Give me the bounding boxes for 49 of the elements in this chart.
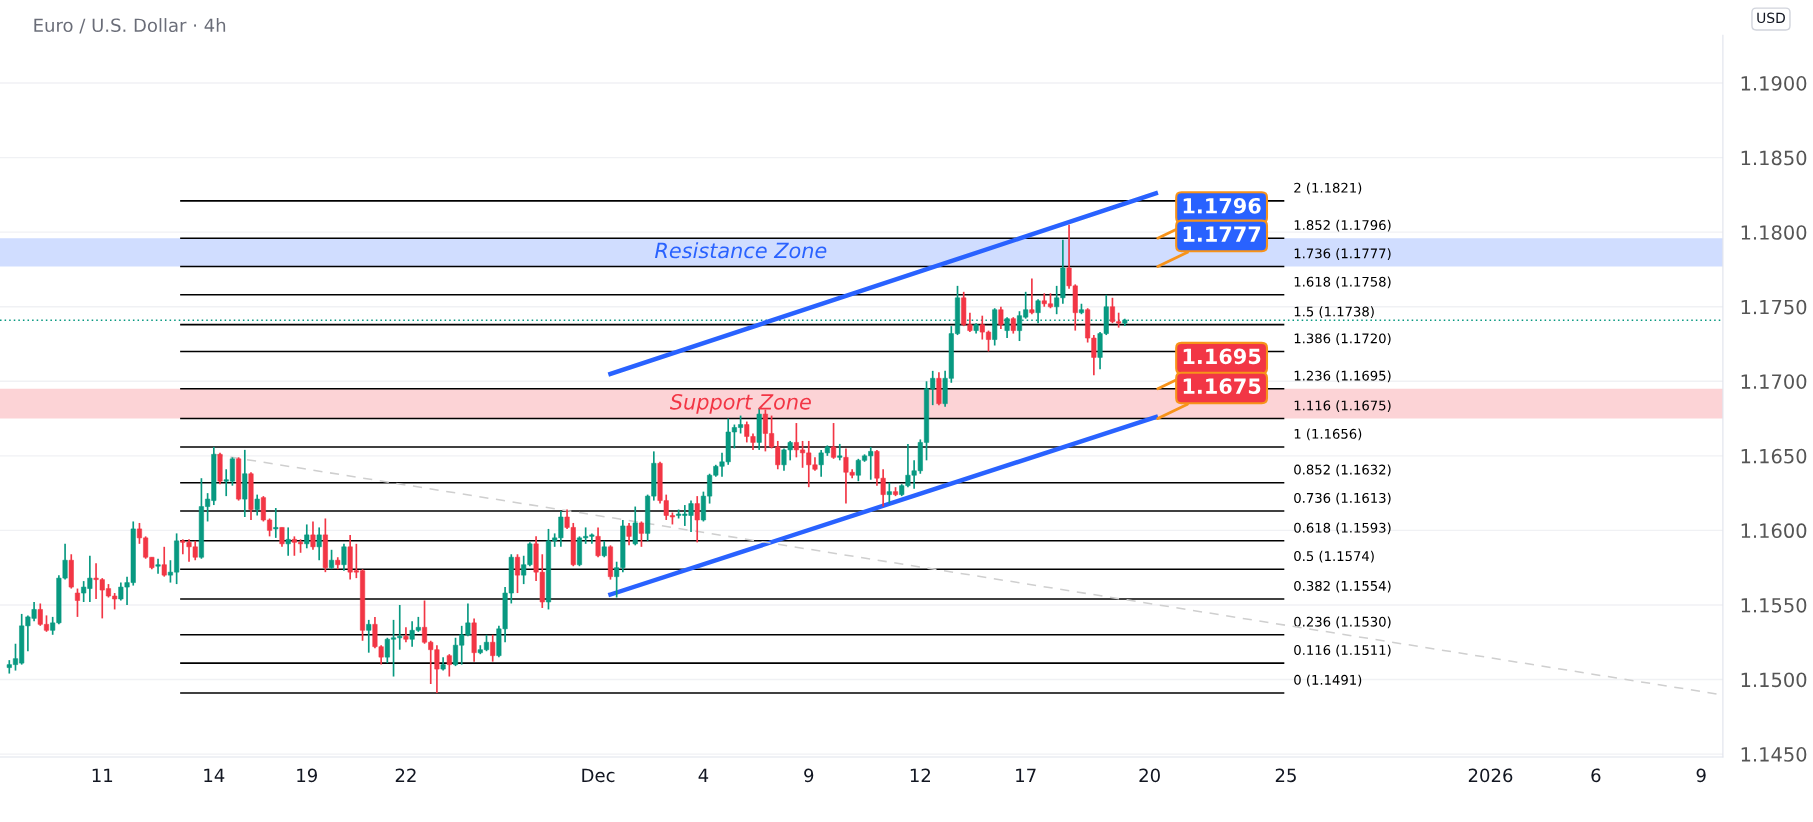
x-tick-label: 17 bbox=[1016, 768, 1036, 782]
y-tick-label: 1.1650 bbox=[1741, 448, 1807, 464]
x-tick-label: 25 bbox=[1275, 768, 1296, 783]
x-tick-label: 20 bbox=[1139, 768, 1160, 783]
ref-line-label: 1.736 (1.1777) bbox=[1294, 248, 1391, 260]
x-tick-label: 19 bbox=[297, 768, 317, 783]
ref-line-label: 1.386 (1.1720) bbox=[1294, 333, 1391, 345]
x-tick-label: Dec bbox=[582, 768, 615, 783]
x-tick-label: 6 bbox=[1591, 768, 1601, 783]
y-tick-label: 1.1450 bbox=[1741, 747, 1807, 762]
ref-line-label: 0.852 (1.1632) bbox=[1294, 464, 1391, 477]
x-tick-label: 14 bbox=[204, 768, 225, 782]
band-label: Support Zone bbox=[669, 393, 811, 414]
annotation: 1.1695 bbox=[1183, 348, 1261, 365]
x-tick-label: 2026 bbox=[1468, 768, 1513, 783]
annotation: 1.1675 bbox=[1183, 378, 1261, 395]
band-label: Resistance Zone bbox=[654, 242, 827, 259]
y-tick-label: 1.1900 bbox=[1741, 76, 1807, 91]
x-tick-label: 11 bbox=[92, 768, 113, 782]
chart-title: Euro / U.S. Dollar · 4h bbox=[34, 18, 226, 34]
y-tick-label: 1.1750 bbox=[1741, 299, 1807, 315]
x-tick-label: 22 bbox=[395, 768, 416, 782]
x-tick-label: 4 bbox=[698, 768, 709, 782]
ref-line-label: 0 (1.1491) bbox=[1294, 674, 1362, 687]
x-tick-label: 9 bbox=[804, 768, 814, 783]
y-tick-label: 1.1800 bbox=[1741, 225, 1807, 240]
ref-line-label: 0.5 (1.1574) bbox=[1294, 550, 1374, 563]
text: USD bbox=[1757, 12, 1785, 24]
ref-line-label: 0.736 (1.1613) bbox=[1294, 492, 1391, 505]
y-tick-label: 1.1600 bbox=[1741, 523, 1807, 539]
ref-line-label: 1.5 (1.1738) bbox=[1294, 306, 1374, 319]
ref-line-label: 2 (1.1821) bbox=[1294, 182, 1362, 195]
annotation: 1.1777 bbox=[1183, 226, 1261, 242]
ref-line-label: 0.236 (1.1530) bbox=[1294, 616, 1391, 629]
ref-line-label: 0.382 (1.1554) bbox=[1294, 580, 1391, 593]
ref-line-label: 0.618 (1.1593) bbox=[1294, 522, 1391, 535]
y-tick-label: 1.1700 bbox=[1741, 374, 1807, 389]
y-tick-label: 1.1850 bbox=[1741, 150, 1807, 166]
y-tick-label: 1.1500 bbox=[1741, 672, 1807, 688]
ref-line-label: 1.852 (1.1796) bbox=[1294, 219, 1391, 232]
ref-line-label: 1.618 (1.1758) bbox=[1294, 276, 1391, 289]
y-tick-label: 1.1550 bbox=[1741, 597, 1807, 613]
annotation: 1.1796 bbox=[1183, 197, 1261, 214]
ref-line-label: 1.236 (1.1695) bbox=[1294, 370, 1391, 383]
ref-line-label: 1 (1.1656) bbox=[1294, 428, 1362, 441]
ref-line-label: 1.116 (1.1675) bbox=[1294, 400, 1391, 413]
x-tick-label: 12 bbox=[910, 768, 930, 782]
x-tick-label: 9 bbox=[1696, 768, 1706, 783]
ref-line-label: 0.116 (1.1511) bbox=[1294, 644, 1391, 657]
